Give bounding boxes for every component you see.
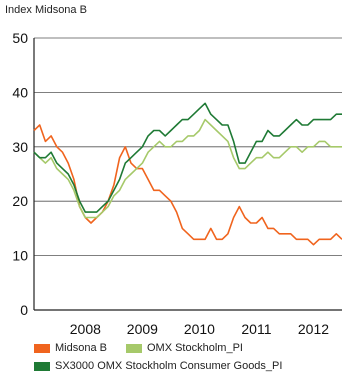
- x-tick-label-1: 2009: [127, 321, 158, 337]
- x-tick-label-2: 2010: [184, 321, 215, 337]
- legend-swatch-1: [125, 343, 142, 353]
- legend-swatch-0: [34, 343, 50, 353]
- legend-label-1: OMX Stockholm_PI: [146, 342, 243, 354]
- legend-swatch-2: [34, 361, 50, 371]
- series-lines: [33, 102, 342, 246]
- y-tick-label-4: 40: [12, 84, 28, 100]
- series-line-1: [33, 118, 342, 219]
- x-tick-label-4: 2012: [298, 321, 329, 337]
- x-tick-label-3: 2011: [241, 321, 271, 337]
- series-line-2: [33, 102, 342, 213]
- y-tick-label-0: 0: [20, 302, 28, 318]
- x-tick-labels: 2008 2009 2010 2011 2012: [70, 321, 330, 337]
- x-tick-label-0: 2008: [70, 321, 101, 337]
- y-tick-label-3: 30: [12, 139, 28, 155]
- y-tick-label-2: 20: [12, 193, 28, 209]
- y-tick-label-1: 10: [12, 248, 28, 264]
- series-line-0: [33, 124, 342, 246]
- legend-item-0: Midsona B OMX Stockholm_PI: [34, 342, 243, 354]
- axes: [33, 38, 342, 311]
- y-axis-title: Index Midsona B: [5, 4, 87, 16]
- legend-label-0: Midsona B: [55, 342, 107, 354]
- y-tick-labels: 0 10 20 30 40 50: [12, 30, 28, 318]
- legend-label-2: SX3000 OMX Stockholm Consumer Goods_PI: [55, 360, 283, 372]
- y-tick-label-5: 50: [12, 30, 28, 46]
- legend-item-2: SX3000 OMX Stockholm Consumer Goods_PI: [34, 360, 282, 372]
